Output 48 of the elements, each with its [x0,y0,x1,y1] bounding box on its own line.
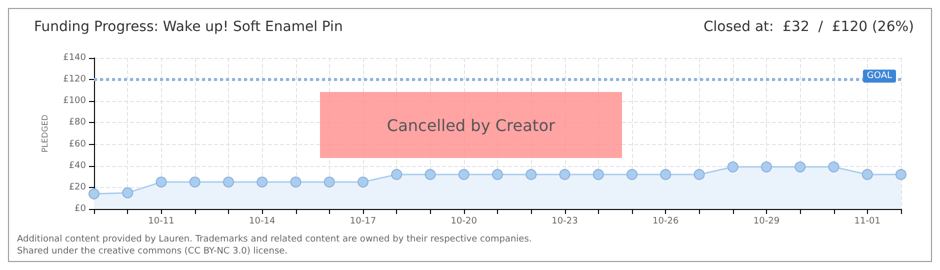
point [794,161,806,172]
point [122,187,134,198]
y-tick-label: £140 [63,53,86,63]
point [88,188,100,200]
point [424,168,436,180]
chart-subtitle: Closed at: £32 / £120 (26%) [703,19,914,35]
point [324,176,335,188]
x-tick-label: 10-17 [350,216,376,226]
x-tick-label: 10-20 [450,216,478,226]
point [189,176,200,188]
point [592,168,604,180]
point [694,168,705,180]
x-tick-label: 10-14 [249,216,276,226]
y-tick-label: £120 [63,74,86,85]
y-tick-label: £100 [63,96,86,106]
point [862,168,873,180]
y-axis-title: PLEDGED [40,114,50,152]
y-tick-label: £20 [68,182,86,192]
point [559,168,570,180]
y-tick-label: £40 [68,160,86,171]
point [828,161,840,172]
text: Additional content provided by Lauren. Trademarks and related content are owned by their respective companies. [17,234,532,244]
point [626,168,638,180]
point [156,176,167,188]
point [526,168,537,180]
ref-line-label: GOAL [866,71,892,82]
point [358,176,368,188]
point [761,161,772,172]
point [727,161,738,172]
point [290,176,302,188]
y-tick-label: £80 [68,118,86,128]
chart-title: Funding Progress: Wake up! Soft Enamel Pin [34,19,343,35]
text: Shared under the creative commons (CC BY-NC 3.0) license. [17,246,288,256]
x-tick-label: 10-29 [753,216,780,226]
point [896,168,906,180]
x-tick-label: 10-23 [552,216,578,226]
point [391,168,402,180]
point [660,168,672,180]
x-tick-label: 10-11 [148,216,174,226]
y-tick-label: £60 [68,139,86,150]
point [492,168,503,180]
point [256,176,268,188]
cancelled-stamp: Cancelled by Creator [320,92,622,158]
x-tick-label: 11-01 [854,216,880,226]
point [223,176,234,188]
point [458,168,470,180]
y-tick-label: £0 [74,204,86,214]
x-tick-label: 10-26 [652,216,679,226]
